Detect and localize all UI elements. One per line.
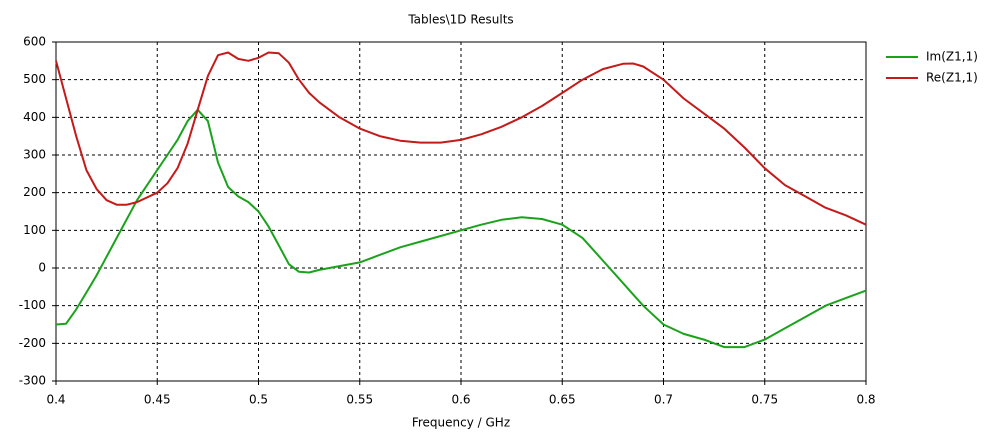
- y-tick-label: -200: [19, 336, 46, 350]
- x-tick-label: 0.55: [346, 393, 373, 407]
- x-tick-label: 0.7: [654, 393, 673, 407]
- y-tick-label: 600: [23, 35, 46, 49]
- y-tick-label: 500: [23, 72, 46, 86]
- y-tick-label: -300: [19, 374, 46, 388]
- x-tick-label: 0.8: [856, 393, 875, 407]
- y-tick-label: 300: [23, 148, 46, 162]
- legend-label: Re(Z1,1): [926, 71, 978, 85]
- y-tick-label: 0: [38, 261, 46, 275]
- y-tick-label: 100: [23, 223, 46, 237]
- y-tick-label: 200: [23, 185, 46, 199]
- y-tick-label: 400: [23, 110, 46, 124]
- x-tick-label: 0.6: [451, 393, 470, 407]
- x-tick-label: 0.65: [549, 393, 576, 407]
- x-tick-label: 0.45: [144, 393, 171, 407]
- x-tick-label: 0.5: [249, 393, 268, 407]
- data-line: [55, 51, 867, 226]
- y-tick-label: -100: [19, 298, 46, 312]
- x-tick-label: 0.4: [46, 393, 65, 407]
- data-line: [55, 108, 867, 349]
- legend-label: Im(Z1,1): [926, 50, 978, 64]
- plot-border: [55, 41, 867, 382]
- chart-title: Tables\1D Results: [407, 13, 513, 27]
- x-axis-label: Frequency / GHz: [412, 416, 510, 430]
- x-tick-label: 0.75: [751, 393, 778, 407]
